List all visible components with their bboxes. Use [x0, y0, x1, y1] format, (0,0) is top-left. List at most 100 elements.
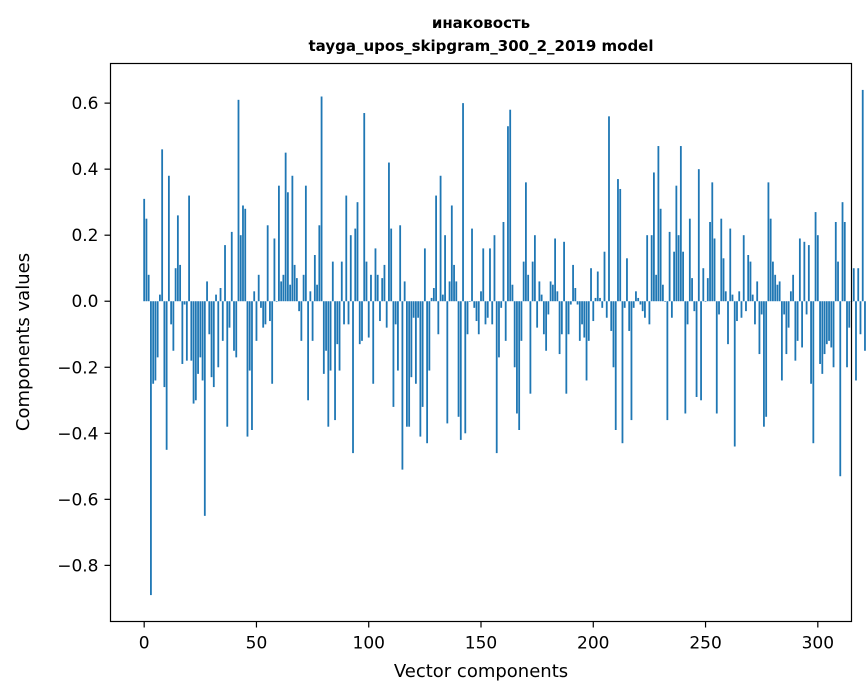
- x-axis-label: Vector components: [394, 661, 568, 682]
- bar-246: [695, 301, 698, 397]
- bar-79: [320, 96, 323, 302]
- bar-36: [224, 245, 226, 302]
- bar-247: [697, 169, 700, 302]
- bar-183: [554, 238, 556, 302]
- bar-227: [653, 172, 655, 302]
- bar-272: [754, 301, 756, 325]
- bar-50: [255, 301, 258, 341]
- bar-320: [861, 89, 864, 302]
- bar-25: [199, 301, 202, 358]
- bar-316: [852, 268, 855, 302]
- bar-241: [684, 301, 687, 414]
- bar-231: [661, 284, 664, 302]
- bar-249: [702, 268, 705, 302]
- bar-108: [385, 301, 388, 328]
- bar-271: [751, 294, 754, 302]
- bar-205: [603, 251, 606, 302]
- bar-171: [527, 274, 530, 302]
- bar-2: [147, 274, 150, 302]
- bar-71: [302, 274, 305, 302]
- bar-29: [208, 301, 211, 335]
- bar-200: [592, 301, 595, 322]
- bar-121: [414, 301, 417, 384]
- bar-226: [650, 235, 653, 302]
- bar-45: [244, 208, 247, 302]
- bar-56: [269, 301, 271, 322]
- bar-65: [289, 284, 292, 302]
- chart-subtitle: tayga_upos_skipgram_300_2_2019 model: [309, 37, 654, 55]
- bar-4: [152, 301, 155, 384]
- bar-281: [774, 274, 777, 302]
- x-tick-label: 200: [577, 634, 609, 654]
- bar-261: [729, 228, 732, 302]
- bar-141: [459, 301, 462, 440]
- bar-54: [264, 301, 267, 325]
- bar-295: [805, 301, 808, 315]
- x-tick-label: 300: [802, 634, 834, 654]
- bar-273: [756, 281, 759, 302]
- bar-312: [843, 221, 846, 302]
- y-tick-label: −0.4: [57, 424, 98, 444]
- bar-143: [464, 301, 467, 434]
- bar-234: [668, 231, 671, 302]
- bar-16: [179, 264, 182, 302]
- bar-258: [722, 258, 725, 302]
- bar-124: [421, 301, 424, 407]
- bar-169: [522, 261, 525, 302]
- bar-158: [498, 301, 500, 358]
- bar-197: [585, 301, 588, 381]
- bar-263: [733, 301, 736, 447]
- bar-32: [215, 294, 217, 302]
- bar-304: [825, 301, 828, 345]
- bar-113: [397, 301, 399, 371]
- bar-62: [282, 274, 285, 302]
- bar-142: [462, 103, 464, 302]
- bar-107: [383, 264, 386, 302]
- bar-287: [787, 301, 790, 328]
- bar-49: [253, 291, 256, 302]
- bar-11: [167, 175, 170, 302]
- bar-122: [417, 301, 420, 318]
- bar-179: [545, 301, 548, 351]
- bar-207: [608, 116, 610, 302]
- bar-251: [706, 278, 709, 302]
- bar-240: [682, 251, 684, 302]
- bar-42: [237, 99, 240, 302]
- bar-253: [711, 182, 714, 302]
- bar-203: [599, 297, 601, 302]
- bar-123: [419, 301, 422, 437]
- bar-275: [760, 301, 763, 315]
- bar-5: [154, 301, 157, 381]
- bar-86: [336, 301, 339, 345]
- bar-63: [284, 152, 287, 302]
- bar-202: [596, 271, 599, 302]
- bar-132: [439, 175, 442, 302]
- bar-230: [659, 208, 662, 302]
- bar-282: [776, 284, 779, 302]
- bar-68: [295, 278, 298, 302]
- bar-46: [246, 301, 249, 437]
- bar-76: [313, 255, 316, 302]
- bar-26: [201, 301, 204, 381]
- bar-255: [715, 301, 718, 414]
- bar-61: [280, 281, 283, 302]
- bar-75: [311, 301, 314, 341]
- bar-223: [644, 301, 646, 318]
- bar-17: [181, 301, 184, 364]
- bar-137: [450, 205, 453, 302]
- bar-306: [830, 301, 833, 348]
- bar-146: [471, 228, 473, 302]
- bar-145: [468, 301, 471, 302]
- bar-195: [581, 301, 583, 325]
- bar-60: [278, 185, 280, 302]
- bar-173: [531, 261, 534, 302]
- bar-269: [747, 255, 750, 302]
- bar-237: [675, 185, 678, 302]
- bar-307: [832, 301, 835, 368]
- bar-111: [392, 301, 395, 407]
- bar-9: [163, 301, 166, 388]
- bar-236: [673, 251, 676, 302]
- bar-104: [376, 274, 379, 302]
- bar-82: [327, 301, 330, 427]
- bar-293: [801, 301, 803, 348]
